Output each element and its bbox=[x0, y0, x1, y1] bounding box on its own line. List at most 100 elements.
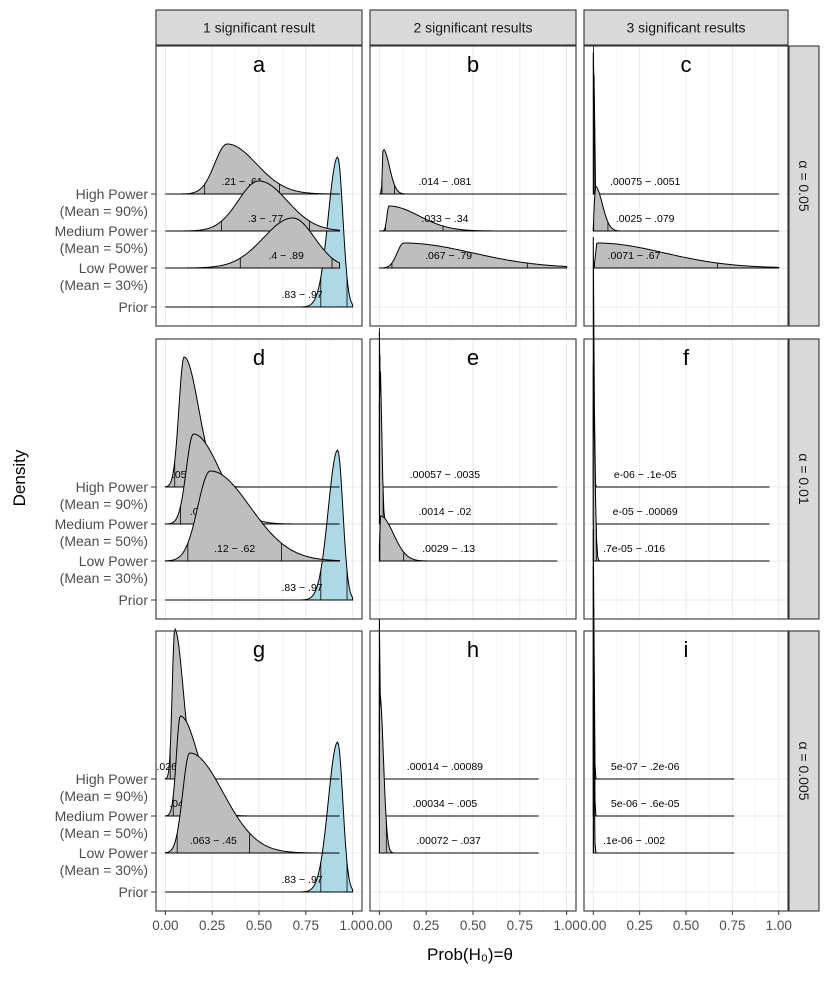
y-category-label: Low Power bbox=[79, 553, 149, 569]
ridge-high-power-interval-label: .00075 − .0051 bbox=[610, 176, 681, 188]
x-tick-label: 0.75 bbox=[507, 918, 533, 933]
y-category-label: (Mean = 50%) bbox=[60, 533, 148, 549]
x-tick-label: 0.50 bbox=[460, 918, 486, 933]
column-strip-label: 1 significant result bbox=[203, 20, 315, 36]
panel-letter: g bbox=[253, 637, 265, 662]
row-strip bbox=[788, 630, 820, 912]
panel-i: i 5e-07 − .2e-06 5e-06 − .6e-05 .1e-06 − .0… bbox=[583, 528, 789, 912]
panel-border bbox=[155, 338, 363, 620]
y-category-label: (Mean = 30%) bbox=[60, 570, 148, 586]
panel-border bbox=[369, 338, 577, 620]
ridge-medium-power-interval-label: 5e-06 − .6e-05 bbox=[611, 798, 680, 810]
ridge-low-power-density bbox=[378, 515, 558, 562]
prior-density bbox=[165, 449, 354, 601]
ridge-medium-power-density bbox=[378, 660, 539, 817]
y-category-label: Medium Power bbox=[55, 223, 149, 239]
ridge-low-power-interval-label: .067 − .79 bbox=[425, 250, 472, 262]
column-strip-label: 3 significant results bbox=[626, 20, 745, 36]
y-category-label: (Mean = 90%) bbox=[60, 496, 148, 512]
y-category-label: High Power bbox=[76, 186, 149, 202]
x-tick-label: 0.25 bbox=[626, 918, 652, 933]
panel-a: a.83 − .97.21 − .61.3 − .77.4 − .89 bbox=[155, 45, 363, 327]
ridge-high-power-density bbox=[378, 619, 539, 780]
x-tick-label: 0.25 bbox=[413, 918, 439, 933]
x-tick-label: 0.75 bbox=[719, 918, 745, 933]
ridge-high-power-density bbox=[592, 528, 735, 780]
ridge-medium-power-interval-label: .0025 − .079 bbox=[616, 213, 675, 225]
x-tick-label: 0.50 bbox=[246, 918, 272, 933]
y-category-label: Prior bbox=[118, 592, 148, 608]
panel-letter: d bbox=[253, 345, 265, 370]
y-category-label: Prior bbox=[118, 299, 148, 315]
x-tick-label: 1.00 bbox=[766, 918, 792, 933]
panel-letter: e bbox=[467, 345, 479, 370]
ridge-low-power-density bbox=[164, 470, 341, 562]
ridge-low-power-density bbox=[378, 242, 568, 269]
panel-letter: b bbox=[467, 52, 479, 77]
panel-letter: c bbox=[681, 52, 692, 77]
x-tick-label: 0.25 bbox=[199, 918, 225, 933]
ridge-medium-power-density bbox=[592, 363, 770, 525]
ridge-high-power-density bbox=[379, 148, 567, 195]
ridge-high-power-density bbox=[592, 236, 770, 488]
x-tick-label: 1.00 bbox=[553, 918, 579, 933]
ridge-low-power-interval-label: .1e-06 − .002 bbox=[603, 835, 665, 847]
ridge-low-power-interval-label: .12 − .62 bbox=[214, 543, 255, 555]
ridge-medium-power-interval-label: .00034 − .005 bbox=[413, 798, 478, 810]
y-category-label: (Mean = 30%) bbox=[60, 277, 148, 293]
ridge-low-power-density bbox=[592, 692, 735, 854]
ridge-medium-power-density bbox=[379, 205, 567, 232]
row-strip-label: α = 0.005 bbox=[796, 741, 812, 800]
row-strip bbox=[788, 45, 820, 327]
ridge-low-power-density bbox=[165, 217, 341, 269]
ridge-high-power-density bbox=[592, 52, 779, 195]
y-category-label: (Mean = 50%) bbox=[60, 825, 148, 841]
prior-density bbox=[165, 741, 354, 893]
x-tick-label: 0.00 bbox=[366, 918, 392, 933]
row-strip-label: α = 0.05 bbox=[796, 160, 812, 212]
x-tick-label: 1.00 bbox=[339, 918, 365, 933]
row-strip bbox=[788, 338, 820, 620]
y-category-label: Low Power bbox=[79, 260, 149, 276]
x-tick-label: 0.00 bbox=[152, 918, 178, 933]
ridge-low-power-density bbox=[164, 752, 340, 854]
ridge-low-power-density bbox=[592, 400, 770, 562]
y-category-label: (Mean = 90%) bbox=[60, 203, 148, 219]
panel-border bbox=[155, 45, 363, 327]
y-category-label: High Power bbox=[76, 479, 149, 495]
ridge-high-power-interval-label: e-06 − .1e-05 bbox=[614, 469, 677, 481]
ridge-low-power-interval-label: .00072 − .037 bbox=[416, 835, 481, 847]
ridge-high-power-density bbox=[164, 356, 340, 488]
y-axis-title: Density bbox=[10, 449, 29, 506]
panel-border bbox=[583, 338, 789, 620]
x-axis-title: Prob(H₀)=θ bbox=[427, 945, 513, 964]
ridge-low-power-density bbox=[592, 242, 780, 269]
column-strip bbox=[583, 9, 789, 46]
ridge-high-power-interval-label: .00014 − .00089 bbox=[407, 761, 483, 773]
y-category-label: Medium Power bbox=[55, 808, 149, 824]
ridge-low-power-interval-label: .7e-05 − .016 bbox=[603, 543, 665, 555]
panel-h: h .00014 − .00089 .00034 − .005 .00072 − .0… bbox=[369, 619, 577, 912]
panel-d: d.83 − .97.05 − .24.081 − .4.12 − .62 bbox=[155, 338, 363, 620]
ridge-medium-power-interval-label: e-05 − .00069 bbox=[613, 506, 678, 518]
y-category-label: High Power bbox=[76, 771, 149, 787]
x-tick-label: 0.75 bbox=[293, 918, 319, 933]
y-category-label: Medium Power bbox=[55, 516, 149, 532]
y-category-label: (Mean = 30%) bbox=[60, 862, 148, 878]
ridge-medium-power-density bbox=[592, 565, 735, 817]
panel-b: b .014 − .081 .033 − .34 .067 − .79 bbox=[369, 45, 577, 327]
ridge-low-power-density bbox=[378, 695, 539, 854]
panel-letter: f bbox=[683, 345, 690, 370]
row-strip-label: α = 0.01 bbox=[796, 453, 812, 505]
y-category-label: Low Power bbox=[79, 845, 149, 861]
ridge-medium-power-density bbox=[378, 371, 558, 525]
prior-interval-label: .83 − .97 bbox=[281, 874, 322, 886]
panel-letter: i bbox=[684, 637, 689, 662]
ridge-low-power-interval-label: .0029 − .13 bbox=[422, 543, 475, 555]
ridge-high-power-density bbox=[165, 143, 341, 195]
ridge-medium-power-density bbox=[592, 185, 779, 232]
x-tick-label: 0.50 bbox=[673, 918, 699, 933]
ridge-medium-power-interval-label: .033 − .34 bbox=[421, 213, 468, 225]
panel-border bbox=[583, 45, 789, 327]
y-category-label: (Mean = 90%) bbox=[60, 788, 148, 804]
